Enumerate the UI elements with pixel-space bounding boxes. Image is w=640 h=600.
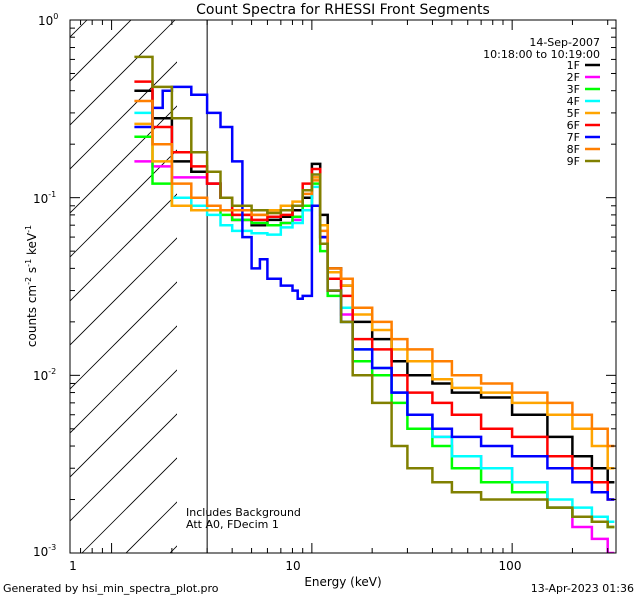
legend-label-4F: 4F xyxy=(567,95,580,108)
hatch-line xyxy=(70,61,177,170)
hatch-line xyxy=(258,20,640,553)
footer-generated-by: Generated by hsi_min_spectra_plot.pro xyxy=(3,582,219,595)
annotation-attenuator: Att A0, FDecim 1 xyxy=(186,518,279,531)
hatch-line xyxy=(70,369,177,478)
hatch-line xyxy=(70,20,176,126)
series-7F xyxy=(134,85,615,501)
x-tick-label-1: 1 xyxy=(69,559,77,573)
series-1F xyxy=(134,89,615,484)
y-tick-label-3: 10-3 xyxy=(33,543,56,559)
hatch-line xyxy=(81,457,177,553)
legend-label-3F: 3F xyxy=(567,83,580,96)
legend-label-9F: 9F xyxy=(567,155,580,168)
x-tick-label-10: 10 xyxy=(285,559,300,573)
series-9F xyxy=(134,55,615,529)
x-axis-label: Energy (keV) xyxy=(304,575,381,589)
y-tick-label-2: 10-2 xyxy=(33,367,56,383)
hatch-line xyxy=(70,237,177,346)
legend-label-7F: 7F xyxy=(567,131,580,144)
legend-label-8F: 8F xyxy=(567,143,580,156)
hatch-line xyxy=(70,105,177,214)
legend-label-2F: 2F xyxy=(567,71,580,84)
footer-timestamp: 13-Apr-2023 01:36 xyxy=(530,582,634,595)
time-range-label: 10:18:00 to 10:19:00 xyxy=(483,48,600,61)
hatch-line xyxy=(70,20,132,82)
y-tick-label-0: 100 xyxy=(38,12,58,28)
date-label: 14-Sep-2007 xyxy=(529,36,600,49)
hatch-line xyxy=(70,193,177,302)
annotation-background: Includes Background xyxy=(186,506,301,519)
series-2F xyxy=(134,160,615,553)
legend-label-5F: 5F xyxy=(567,107,580,120)
hatch-line xyxy=(125,501,177,553)
series-6F xyxy=(134,80,615,501)
y-tick-label-1: 10-1 xyxy=(33,190,56,206)
y-axis-label: counts cm-2 s-1 keV-1 xyxy=(24,225,39,347)
axis-ticks xyxy=(70,19,616,554)
legend-label-1F: 1F xyxy=(567,59,580,72)
series-3F xyxy=(134,135,615,529)
series-group xyxy=(134,55,615,553)
legend-label-6F: 6F xyxy=(567,119,580,132)
hatch-line xyxy=(70,325,177,434)
chart-title: Count Spectra for RHESSI Front Segments xyxy=(196,2,490,18)
plot-frame xyxy=(69,19,617,554)
hatched-region xyxy=(70,20,640,553)
x-tick-label-100: 100 xyxy=(499,559,522,573)
hatch-line xyxy=(70,413,177,522)
hatch-line xyxy=(70,281,177,390)
